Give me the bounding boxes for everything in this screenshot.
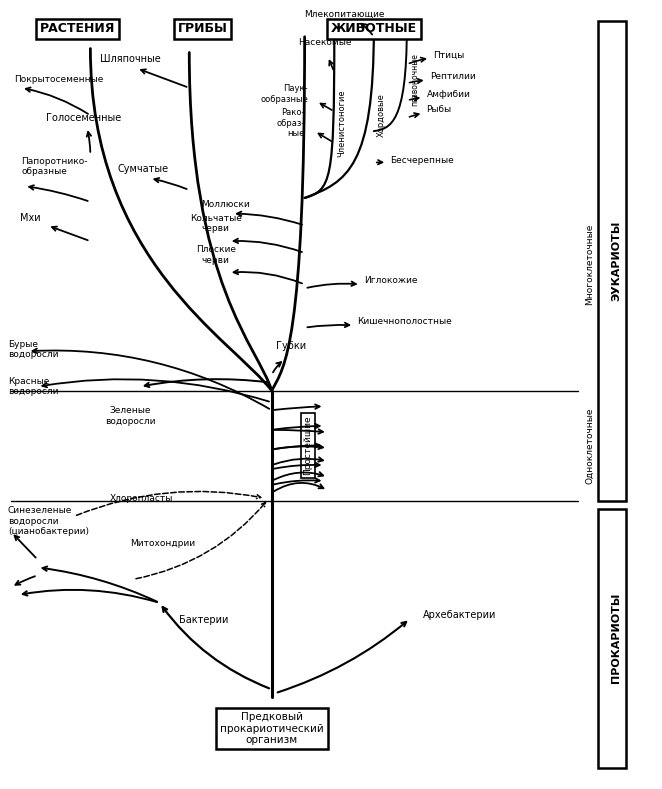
- Text: Плоские
черви: Плоские черви: [196, 245, 236, 265]
- Text: Многоклеточные: Многоклеточные: [585, 224, 594, 305]
- Text: ЖИВОТНЫЕ: ЖИВОТНЫЕ: [331, 22, 417, 36]
- Text: ЭУКАРИОТЫ: ЭУКАРИОТЫ: [611, 221, 621, 301]
- Text: Членистоногие: Членистоногие: [338, 89, 347, 157]
- Text: Птицы: Птицы: [433, 50, 465, 59]
- Text: Простейшие: Простейшие: [303, 416, 312, 476]
- Text: Амфибии: Амфибии: [426, 90, 471, 99]
- Text: Архебактерии: Архебактерии: [423, 610, 496, 619]
- Text: Рептилии: Рептилии: [430, 72, 475, 80]
- Text: Млекопитающие: Млекопитающие: [304, 9, 385, 19]
- Text: Хлоропласты: Хлоропласты: [110, 494, 173, 503]
- Text: Покрытосеменные: Покрытосеменные: [15, 75, 104, 84]
- Text: Митохондрии: Митохондрии: [130, 540, 195, 548]
- Text: Папоротнико-
образные: Папоротнико- образные: [21, 156, 87, 176]
- Text: Голосеменные: Голосеменные: [46, 114, 121, 123]
- Text: Бесчерепные: Бесчерепные: [391, 155, 454, 165]
- Text: РАСТЕНИЯ: РАСТЕНИЯ: [40, 22, 115, 36]
- Text: Шляпочные: Шляпочные: [99, 54, 160, 64]
- Text: Кольчатые
черви: Кольчатые черви: [190, 214, 242, 234]
- Text: Красные
водоросли: Красные водоросли: [8, 377, 58, 396]
- Text: ГРИБЫ: ГРИБЫ: [177, 22, 227, 36]
- Text: Паук-
ообразные: Паук- ообразные: [260, 84, 308, 104]
- Text: Моллюски: Моллюски: [201, 200, 250, 209]
- Bar: [598, 508, 626, 768]
- Text: Зеленые
водоросли: Зеленые водоросли: [105, 406, 155, 426]
- Text: Иглокожие: Иглокожие: [364, 276, 418, 285]
- Text: Одноклеточные: Одноклеточные: [585, 407, 594, 484]
- Text: позвоночные: позвоночные: [410, 54, 419, 107]
- Text: Рыбы: Рыбы: [426, 106, 451, 114]
- Text: Хордовые: Хордовые: [377, 93, 386, 137]
- Text: Бурые
водоросли: Бурые водоросли: [8, 340, 58, 359]
- Text: ПРОКАРИОТЫ: ПРОКАРИОТЫ: [611, 593, 621, 683]
- Text: Предковый
прокариотический
организм: Предковый прокариотический организм: [220, 712, 324, 746]
- Text: Сумчатые: Сумчатые: [118, 164, 169, 174]
- Text: Рако-
образ-
ные: Рако- образ- ные: [276, 108, 305, 138]
- Text: Бактерии: Бактерии: [179, 615, 229, 625]
- Text: Синезеленые
водоросли
(цианобактерии): Синезеленые водоросли (цианобактерии): [8, 507, 89, 536]
- Text: Насекомые: Насекомые: [298, 38, 351, 47]
- Text: Кишечнополостные: Кишечнополостные: [357, 317, 452, 326]
- Text: Губки: Губки: [276, 342, 307, 351]
- Text: Мхи: Мхи: [21, 213, 41, 223]
- Bar: [598, 21, 626, 501]
